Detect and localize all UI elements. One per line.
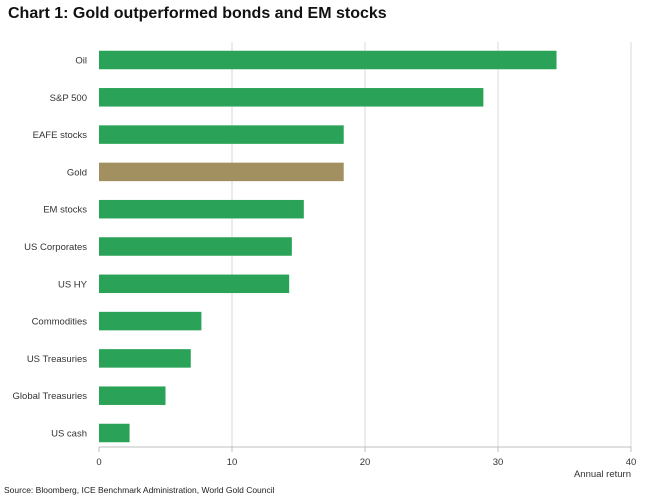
category-label: EAFE stocks [33, 130, 88, 141]
category-label: EM stocks [43, 205, 87, 216]
category-label: US Corporates [24, 242, 87, 253]
bar-us-cash [99, 423, 130, 443]
category-label: Global Treasuries [13, 391, 88, 402]
category-label: Commodities [32, 317, 88, 328]
x-tick-label: 30 [493, 457, 504, 468]
category-label: US cash [51, 429, 87, 440]
chart-title: Chart 1: Gold outperformed bonds and EM … [8, 5, 387, 22]
bar-oil [99, 50, 557, 70]
bar-eafe-stocks [99, 125, 344, 144]
bar-gold [99, 162, 344, 182]
x-tick-label: 0 [96, 457, 101, 468]
bars [99, 50, 557, 443]
category-label: Gold [67, 167, 87, 178]
x-axis-ticks: 0 10 20 30 40 [96, 447, 636, 468]
category-label: Oil [75, 56, 87, 67]
category-label: US Treasuries [27, 354, 87, 365]
bar-global-treasuries [99, 386, 166, 405]
x-tick-label: 20 [360, 457, 371, 468]
bar-em-stocks [99, 199, 304, 219]
y-axis-labels: Oil S&P 500 EAFE stocks Gold EM stocks US Cor… [13, 56, 88, 440]
source-note: Source: Bloomberg, ICE Benchmark Adminis… [4, 485, 275, 495]
category-label: US HY [58, 279, 88, 290]
bar-us-treasuries [99, 349, 191, 368]
x-tick-label: 40 [626, 457, 637, 468]
category-label: S&P 500 [50, 93, 87, 104]
x-tick-label: 10 [227, 457, 238, 468]
bar-s-p-500 [99, 88, 484, 107]
bar-us-corporates [99, 237, 292, 256]
bar-us-hy [99, 274, 290, 294]
bar-commodities [99, 311, 202, 331]
x-axis-title: Annual return [574, 469, 631, 480]
